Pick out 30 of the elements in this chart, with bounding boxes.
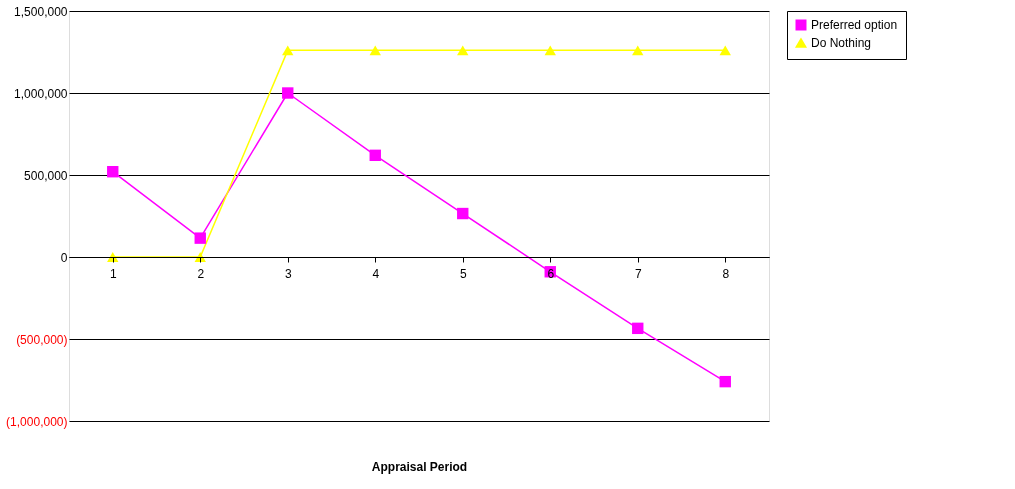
y-tick-label: 500,000 — [24, 168, 68, 183]
point — [457, 207, 469, 220]
point — [632, 45, 644, 56]
point — [369, 45, 381, 56]
point — [369, 149, 381, 162]
x-tick-label: 6 — [547, 266, 555, 281]
x-tick-label: 8 — [722, 266, 730, 281]
point — [282, 87, 294, 99]
x-tick-label: 1 — [109, 266, 117, 281]
y-tick-label: 0 — [60, 250, 68, 265]
x-tick-label: 7 — [634, 266, 642, 281]
legend-label: Do Nothing — [811, 36, 872, 50]
x-axis-title: Appraisal Period — [371, 459, 468, 474]
y-tick-label: (1,000,000) — [6, 414, 68, 429]
point — [107, 166, 119, 178]
x-tick-label: 2 — [197, 266, 205, 281]
legend-label: Preferred option — [811, 18, 898, 32]
point — [632, 322, 644, 335]
point — [719, 375, 731, 388]
x-tick-label: 4 — [372, 266, 380, 281]
point — [194, 232, 206, 244]
y-tick-label: 1,500,000 — [14, 4, 68, 19]
y-tick-label: 1,000,000 — [14, 86, 68, 101]
y-tick-label: (500,000) — [16, 332, 68, 347]
point — [457, 45, 469, 56]
point — [282, 45, 294, 56]
point — [544, 45, 556, 56]
x-tick-label: 3 — [284, 266, 292, 281]
point — [719, 45, 731, 56]
x-tick-label: 5 — [459, 266, 467, 281]
